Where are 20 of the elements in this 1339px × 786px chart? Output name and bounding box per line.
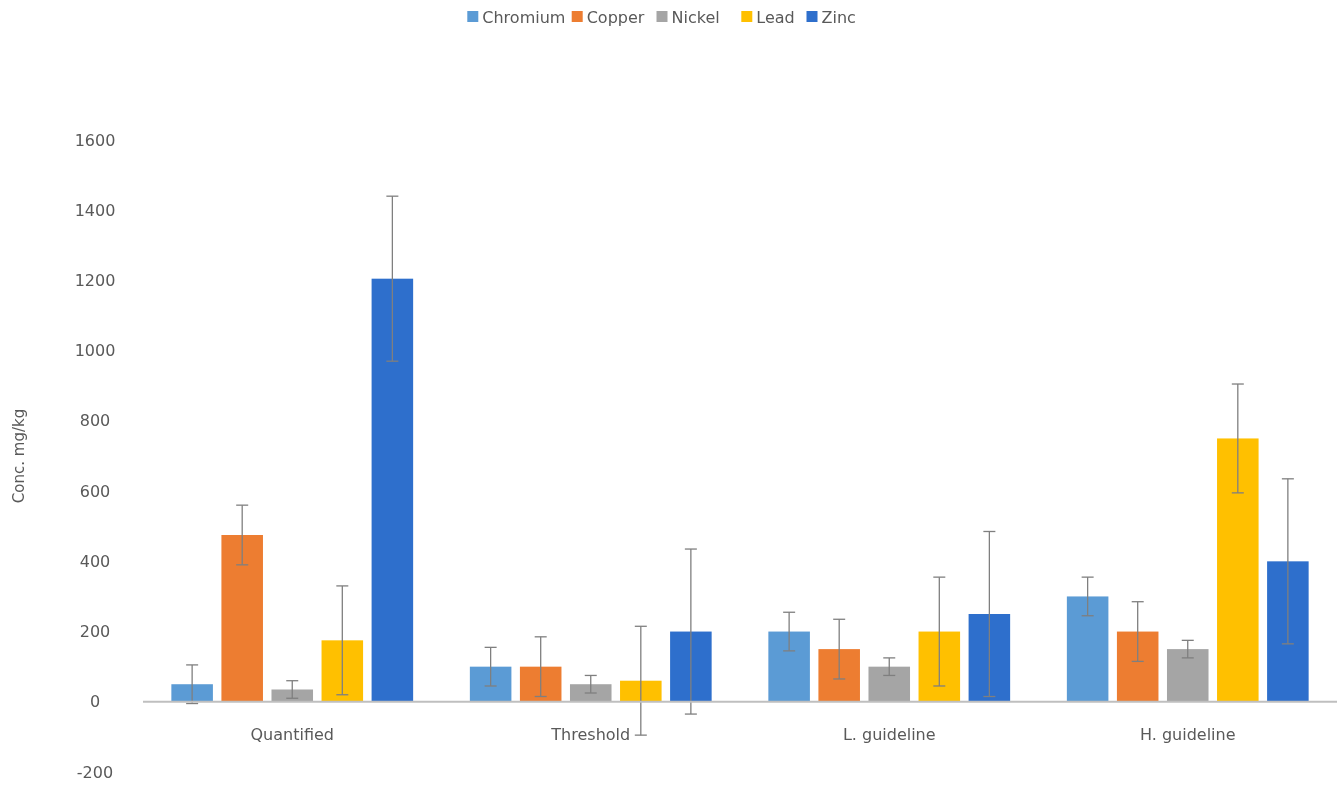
legend-label: Zinc xyxy=(821,7,856,27)
y-tick-label: 800 xyxy=(79,411,111,431)
x-tick-label: Quantified xyxy=(250,724,334,744)
y-axis-title: Conc. mg/kg xyxy=(10,408,28,504)
y-tick-label: -200 xyxy=(76,762,114,782)
legend-label: Copper xyxy=(586,7,645,27)
y-tick-label: 1200 xyxy=(74,271,116,291)
y-tick-label: 600 xyxy=(79,481,111,501)
y-tick-label: 0 xyxy=(89,692,101,712)
legend-label: Chromium xyxy=(482,7,566,27)
y-tick-label: 400 xyxy=(79,551,111,571)
legend-label: Nickel xyxy=(671,7,720,27)
x-tick-label: H. guideline xyxy=(1139,724,1236,744)
x-tick-label: Threshold xyxy=(550,724,631,744)
x-tick-label: L. guideline xyxy=(842,724,936,744)
y-tick-label: 1000 xyxy=(74,341,116,361)
legend-label: Lead xyxy=(756,7,795,27)
y-tick-label: 1600 xyxy=(74,130,116,150)
y-tick-label: 1400 xyxy=(74,200,116,220)
y-tick-label: 200 xyxy=(79,622,111,642)
